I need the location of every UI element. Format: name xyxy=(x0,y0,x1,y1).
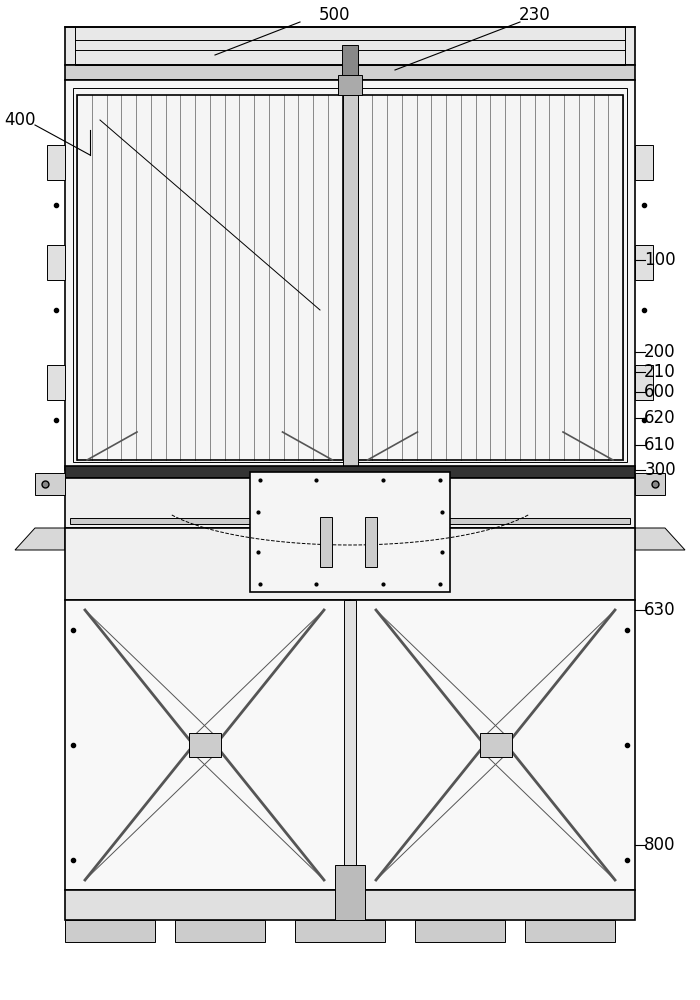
Bar xyxy=(635,473,665,495)
Bar xyxy=(47,145,65,180)
Text: 400: 400 xyxy=(4,111,36,129)
Bar xyxy=(65,478,635,488)
Text: 100: 100 xyxy=(644,251,676,269)
Bar xyxy=(335,865,365,920)
Bar xyxy=(65,27,635,65)
Text: 600: 600 xyxy=(644,383,676,401)
Bar xyxy=(65,478,635,528)
Polygon shape xyxy=(635,528,685,550)
Text: 500: 500 xyxy=(319,6,351,24)
Bar xyxy=(480,733,512,757)
Bar xyxy=(175,920,265,942)
Text: 210: 210 xyxy=(644,363,676,381)
Bar xyxy=(65,890,635,920)
Bar xyxy=(525,920,615,942)
Bar xyxy=(77,95,342,460)
Bar xyxy=(65,65,635,80)
Bar xyxy=(635,365,653,400)
Bar xyxy=(415,920,505,942)
Bar xyxy=(65,600,635,890)
Bar xyxy=(635,145,653,180)
Bar xyxy=(47,245,65,280)
Text: 200: 200 xyxy=(644,343,676,361)
Text: 630: 630 xyxy=(644,601,676,619)
Text: 300: 300 xyxy=(644,461,676,479)
Bar xyxy=(65,528,635,600)
Bar xyxy=(320,517,332,567)
Polygon shape xyxy=(15,528,65,550)
Bar xyxy=(70,518,630,524)
Bar xyxy=(338,75,362,95)
Bar xyxy=(65,466,635,478)
Bar xyxy=(295,920,385,942)
Bar xyxy=(635,245,653,280)
Bar xyxy=(342,80,358,470)
Bar xyxy=(344,600,356,890)
Bar xyxy=(35,473,65,495)
Bar xyxy=(47,365,65,400)
Bar xyxy=(65,920,155,942)
Text: 610: 610 xyxy=(644,436,676,454)
Text: 230: 230 xyxy=(519,6,551,24)
Bar xyxy=(342,45,358,75)
Bar xyxy=(77,95,342,460)
Bar xyxy=(358,95,623,460)
Bar xyxy=(73,88,627,462)
Text: 800: 800 xyxy=(644,836,676,854)
Bar xyxy=(358,95,623,460)
Bar xyxy=(65,80,635,470)
Bar xyxy=(188,733,220,757)
Bar xyxy=(250,472,450,592)
Bar xyxy=(365,517,377,567)
Text: 620: 620 xyxy=(644,409,676,427)
